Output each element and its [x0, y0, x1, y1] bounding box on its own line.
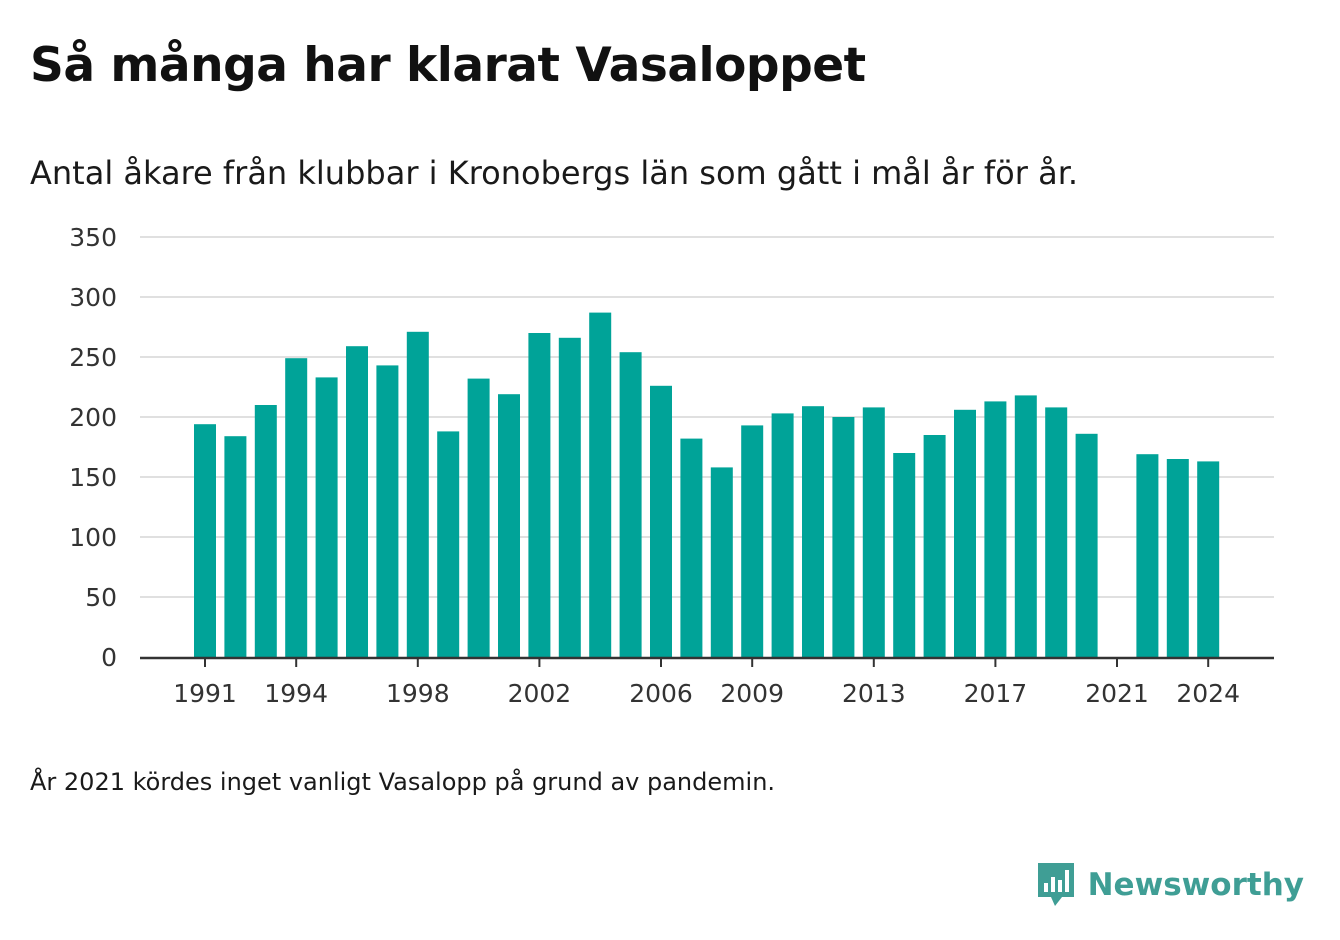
bar-2015: [923, 435, 946, 657]
x-tick-label: 2013: [842, 679, 906, 708]
bar-1994: [285, 358, 308, 657]
chart-title: Så många har klarat Vasaloppet: [30, 38, 866, 93]
bar-1992: [224, 436, 247, 657]
bar-2019: [1045, 407, 1068, 657]
x-tick-label: 2002: [508, 679, 572, 708]
x-tick-label: 2021: [1085, 679, 1149, 708]
bar-1997: [376, 365, 399, 657]
bar-2007: [680, 438, 703, 657]
y-tick-label: 250: [69, 343, 117, 372]
bar-2023: [1166, 459, 1189, 657]
bar-1996: [346, 346, 368, 657]
bar-2012: [832, 417, 855, 657]
bar-chart: 0 50 100 150 200 250 300 350 1991 1994 1998 2002 200…: [69, 223, 1274, 708]
bar-chart-speech-bubble-icon: [1037, 863, 1074, 906]
x-tick-label: 2024: [1176, 679, 1240, 708]
bar-2002: [528, 333, 551, 657]
bar-1995: [315, 377, 338, 657]
bar-1999: [437, 431, 460, 657]
bar-2003: [558, 337, 581, 657]
gridlines: [140, 236, 1274, 598]
bar-2011: [802, 406, 824, 657]
bar-2010: [771, 413, 794, 657]
bar-2005: [619, 352, 642, 657]
x-tick-label: 2009: [720, 679, 784, 708]
bar-2013: [862, 407, 885, 657]
brand-name: Newsworthy: [1087, 867, 1304, 903]
bar-2014: [893, 453, 916, 657]
bar-2000: [467, 378, 490, 657]
bar-2004: [589, 312, 612, 657]
y-tick-label: 0: [101, 643, 117, 672]
bar-1998: [406, 331, 429, 657]
footnote: År 2021 kördes inget vanligt Vasalopp på…: [30, 768, 776, 796]
x-tick-label: 2006: [629, 679, 693, 708]
bar-2022: [1136, 454, 1159, 657]
bar-2017: [984, 401, 1007, 657]
y-tick-label: 100: [69, 523, 117, 552]
bar-2006: [650, 385, 672, 657]
bar-1993: [254, 405, 277, 657]
bar-2008: [710, 467, 733, 657]
bar-2018: [1014, 395, 1037, 657]
x-tick-label: 1998: [386, 679, 450, 708]
bars: [194, 312, 1220, 657]
y-tick-label: 150: [69, 463, 117, 492]
y-tick-label: 200: [69, 403, 117, 432]
bar-1991: [194, 424, 216, 657]
y-tick-label: 300: [69, 283, 117, 312]
x-tick-label: 1994: [264, 679, 328, 708]
axes: 0 50 100 150 200 250 300 350 1991 1994 1998 2002 200…: [69, 223, 1274, 708]
bar-2001: [498, 394, 520, 657]
y-tick-label: 50: [85, 583, 117, 612]
newsworthy-brand: Newsworthy: [1036, 860, 1304, 910]
y-tick-label: 350: [69, 223, 117, 252]
bar-2020: [1075, 433, 1098, 657]
bar-2009: [741, 425, 764, 657]
x-tick-label: 1991: [173, 679, 237, 708]
bar-2024: [1197, 461, 1220, 657]
chart-subtitle: Antal åkare från klubbar i Kronobergs lä…: [30, 154, 1079, 192]
bar-2016: [954, 409, 976, 657]
x-tick-label: 2017: [964, 679, 1028, 708]
